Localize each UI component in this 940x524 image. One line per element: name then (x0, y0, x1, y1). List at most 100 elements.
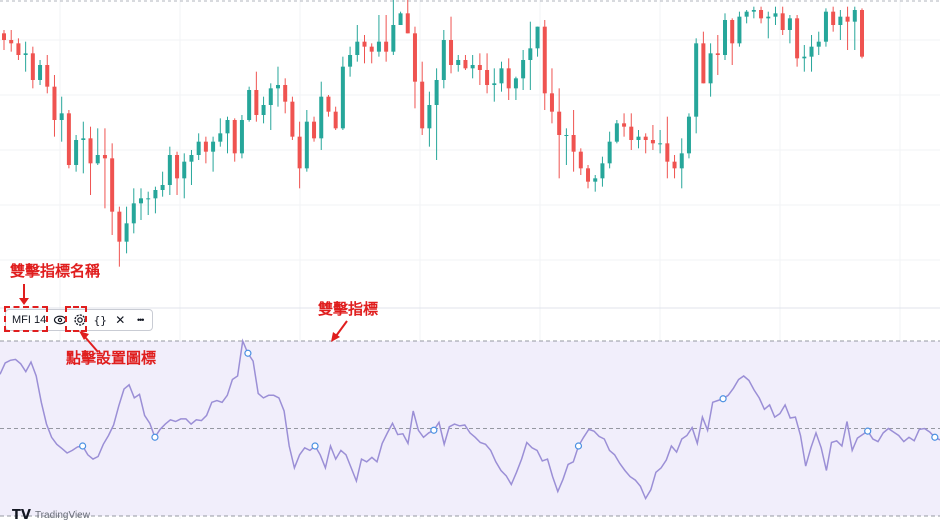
candle[interactable] (499, 61, 504, 92)
candle[interactable] (441, 30, 446, 89)
candle[interactable] (131, 188, 136, 234)
candle[interactable] (506, 58, 511, 100)
candle[interactable] (102, 128, 107, 209)
candle[interactable] (643, 133, 648, 154)
candle[interactable] (124, 206, 129, 254)
candle[interactable] (751, 6, 756, 19)
candle[interactable] (557, 88, 562, 179)
candle[interactable] (845, 6, 850, 50)
candle[interactable] (16, 38, 21, 60)
candle[interactable] (607, 131, 612, 169)
candle[interactable] (319, 81, 324, 150)
candle[interactable] (9, 30, 14, 52)
candle[interactable] (650, 125, 655, 150)
candle[interactable] (66, 110, 71, 169)
candle[interactable] (463, 55, 468, 70)
candle[interactable] (38, 60, 43, 85)
candle[interactable] (456, 55, 461, 72)
candle[interactable] (672, 155, 677, 179)
candle[interactable] (153, 186, 158, 214)
candle[interactable] (477, 53, 482, 85)
candle[interactable] (600, 156, 605, 187)
candle[interactable] (297, 121, 302, 189)
candle[interactable] (59, 96, 64, 142)
candle[interactable] (81, 121, 86, 174)
candle[interactable] (593, 175, 598, 192)
candle[interactable] (513, 76, 518, 100)
candle[interactable] (23, 41, 28, 72)
candle[interactable] (398, 11, 403, 25)
candle[interactable] (787, 15, 792, 44)
candle[interactable] (831, 6, 836, 32)
candle[interactable] (449, 16, 454, 74)
candle[interactable] (795, 15, 800, 67)
candle[interactable] (326, 95, 331, 117)
candle[interactable] (167, 146, 172, 195)
close-icon[interactable]: ✕ (115, 313, 126, 327)
candle[interactable] (268, 83, 273, 130)
candle[interactable] (384, 15, 389, 62)
candlestick-series[interactable] (2, 0, 864, 267)
candle[interactable] (117, 206, 122, 267)
candle[interactable] (701, 31, 706, 84)
candle[interactable] (521, 50, 526, 90)
candle[interactable] (376, 15, 381, 57)
candle[interactable] (838, 10, 843, 40)
candle[interactable] (636, 130, 641, 149)
candle[interactable] (247, 86, 252, 122)
candle[interactable] (759, 6, 764, 24)
candle[interactable] (694, 38, 699, 134)
braces-icon[interactable]: {} (93, 313, 107, 327)
candle[interactable] (542, 20, 547, 110)
candle[interactable] (182, 153, 187, 199)
candle[interactable] (571, 110, 576, 172)
candle[interactable] (665, 116, 670, 179)
candle[interactable] (196, 133, 201, 160)
candle[interactable] (355, 25, 360, 62)
candle[interactable] (290, 96, 295, 140)
candle[interactable] (412, 26, 417, 109)
candle[interactable] (492, 68, 497, 102)
candle[interactable] (312, 116, 317, 142)
candle[interactable] (261, 96, 266, 124)
candle[interactable] (146, 191, 151, 215)
candle[interactable] (52, 75, 57, 137)
candle[interactable] (95, 128, 100, 165)
candle[interactable] (175, 151, 180, 195)
indicator-legend[interactable]: MFI 14 {} ✕ ••• (5, 309, 154, 331)
candle[interactable] (74, 135, 79, 172)
candle[interactable] (737, 11, 742, 47)
candle[interactable] (686, 113, 691, 159)
candle[interactable] (45, 55, 50, 94)
candle[interactable] (211, 136, 216, 172)
candle[interactable] (586, 165, 591, 189)
candle[interactable] (362, 35, 367, 64)
candle[interactable] (744, 10, 749, 24)
candle[interactable] (816, 31, 821, 55)
candle[interactable] (420, 61, 425, 135)
candle[interactable] (485, 53, 490, 94)
indicator-name[interactable]: MFI 14 (12, 314, 47, 326)
candle[interactable] (30, 46, 35, 89)
candle[interactable] (110, 143, 115, 235)
candle[interactable] (369, 43, 374, 64)
candle[interactable] (578, 148, 583, 175)
candle[interactable] (391, 0, 396, 55)
candle[interactable] (852, 6, 857, 50)
candle[interactable] (203, 136, 208, 164)
candle[interactable] (160, 171, 165, 197)
candle[interactable] (715, 35, 720, 75)
candle[interactable] (809, 35, 814, 72)
candle[interactable] (218, 118, 223, 147)
candle[interactable] (629, 113, 634, 150)
gear-icon[interactable] (72, 312, 88, 328)
candle[interactable] (434, 68, 439, 160)
more-icon[interactable]: ••• (137, 315, 144, 325)
candle[interactable] (535, 26, 540, 57)
candle[interactable] (860, 8, 864, 59)
candle[interactable] (723, 13, 728, 60)
candle[interactable] (333, 106, 338, 130)
candle[interactable] (275, 66, 280, 107)
